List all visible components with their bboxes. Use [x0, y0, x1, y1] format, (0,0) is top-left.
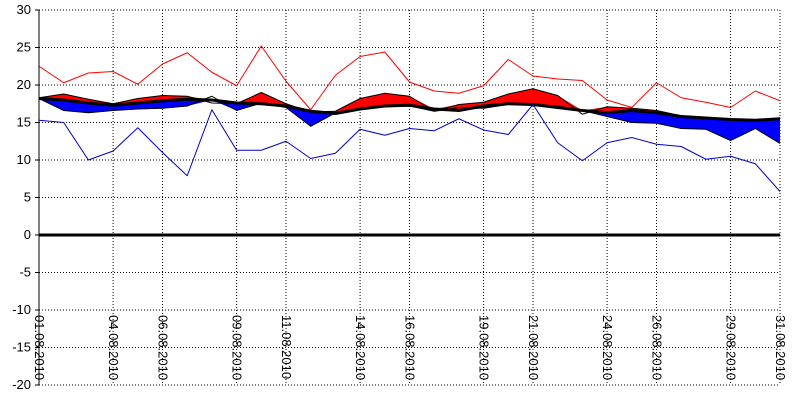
mean-line	[38, 97, 781, 122]
min-line	[38, 104, 781, 192]
x-tick-label: 31.08.2010	[773, 315, 788, 380]
x-tick-label: 11.08.2010	[279, 315, 294, 379]
max-line	[38, 45, 781, 111]
y-axis-ticks: 30 25 20 15 10 5 0 -5 -10 -15 -20	[12, 2, 39, 392]
y-tick-label: -10	[12, 302, 31, 317]
x-tick-label: 24.08.2010	[600, 315, 615, 380]
x-axis-ticks: 01.08.201004.08.201006.08.201009.08.2010…	[32, 315, 788, 380]
x-tick-label: 16.08.2010	[403, 315, 418, 380]
y-tick-label: 20	[17, 77, 31, 92]
x-tick-label: 06.08.2010	[156, 315, 171, 380]
lower-band-line	[38, 95, 781, 144]
y-tick-label: 15	[17, 115, 31, 130]
series-lines	[38, 45, 781, 237]
y-tick-label: 0	[24, 227, 31, 242]
y-tick-label: -15	[12, 340, 31, 355]
x-tick-label: 19.08.2010	[477, 315, 492, 380]
y-tick-label: -20	[12, 377, 31, 392]
x-tick-label: 21.08.2010	[526, 315, 541, 380]
y-tick-label: 5	[24, 190, 31, 205]
y-tick-label: 30	[17, 2, 31, 17]
y-tick-label: 10	[17, 152, 31, 167]
x-tick-label: 29.08.2010	[724, 315, 739, 380]
x-tick-label: 04.08.2010	[106, 315, 121, 380]
fill-below	[39, 98, 780, 144]
x-tick-label: 09.08.2010	[230, 315, 245, 380]
x-tick-label: 14.08.2010	[353, 315, 368, 380]
y-tick-label: 25	[17, 40, 31, 55]
x-tick-label: 26.08.2010	[650, 315, 665, 380]
y-tick-label: -5	[19, 265, 31, 280]
upper-band-line	[38, 88, 781, 121]
